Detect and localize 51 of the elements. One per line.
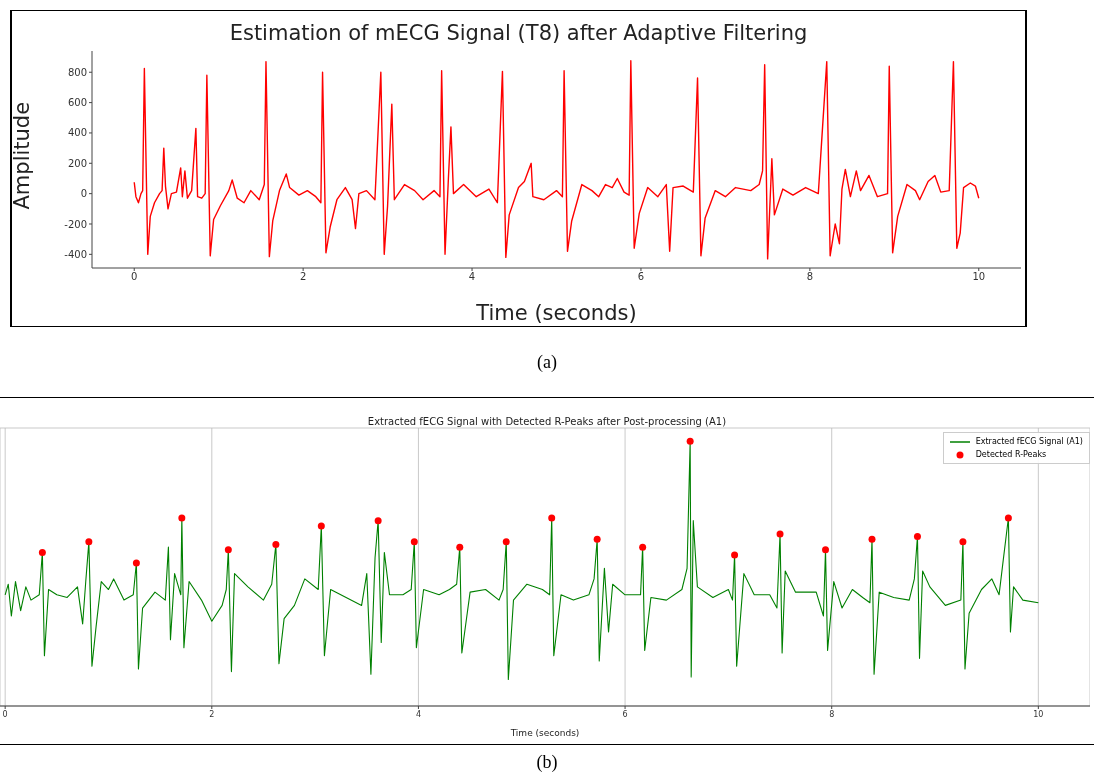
text: (b): [535, 752, 559, 773]
point: [374, 517, 382, 525]
point: [502, 538, 510, 546]
y-tick-label: 0: [80, 188, 87, 200]
legend-label: Extracted fECG Signal (A1): [975, 436, 1083, 448]
y-tick-label: 800: [67, 66, 87, 78]
y-tick-label: 600: [67, 97, 87, 109]
point: [868, 535, 876, 543]
x-tick-label: 0: [2, 709, 8, 719]
point: [776, 530, 784, 538]
legend-label: Detected R-Peaks: [975, 449, 1047, 461]
point: [224, 546, 232, 554]
x-tick-label: 10: [1033, 709, 1044, 719]
y-tick-label: 200: [67, 157, 87, 169]
x-tick-label: 8: [829, 709, 835, 719]
x-tick-label: 4: [468, 271, 476, 283]
x-tick-label: 2: [299, 271, 307, 283]
point: [85, 538, 93, 546]
chart-title: Extracted fECG Signal with Detected R-Peaks after Post-processing (A1): [366, 416, 728, 427]
point: [639, 543, 647, 551]
x-tick-label: 0: [131, 271, 138, 283]
point: [913, 533, 921, 541]
point: [731, 551, 739, 559]
text: (a): [536, 352, 558, 373]
x-axis-title: Time (seconds): [509, 728, 580, 738]
point: [38, 548, 46, 556]
point: [317, 522, 325, 530]
point: [410, 538, 418, 546]
point: [822, 546, 830, 554]
point: [272, 541, 280, 548]
y-tick-label: -400: [64, 248, 87, 260]
x-axis-title: Time (seconds): [475, 301, 637, 325]
point: [593, 535, 601, 543]
x-tick-label: 8: [806, 271, 814, 283]
point: [456, 543, 464, 551]
y-tick-label: -200: [64, 218, 87, 230]
point: [686, 437, 694, 445]
y-tick-label: 400: [67, 127, 87, 139]
line-series: [133, 60, 980, 260]
x-tick-label: 4: [415, 709, 421, 719]
point: [132, 559, 140, 567]
x-tick-label: 2: [209, 709, 215, 719]
point: [548, 514, 556, 522]
point: [959, 538, 967, 546]
chart-title: Estimation of mECG Signal (T8) after Adaptive Filtering: [228, 21, 809, 45]
point: [1004, 514, 1012, 522]
x-tick-label: 6: [622, 709, 628, 719]
point: [178, 514, 186, 522]
y-axis-title: Amplitude: [10, 101, 35, 210]
x-tick-label: 6: [637, 271, 645, 283]
x-tick-label: 10: [972, 271, 986, 283]
